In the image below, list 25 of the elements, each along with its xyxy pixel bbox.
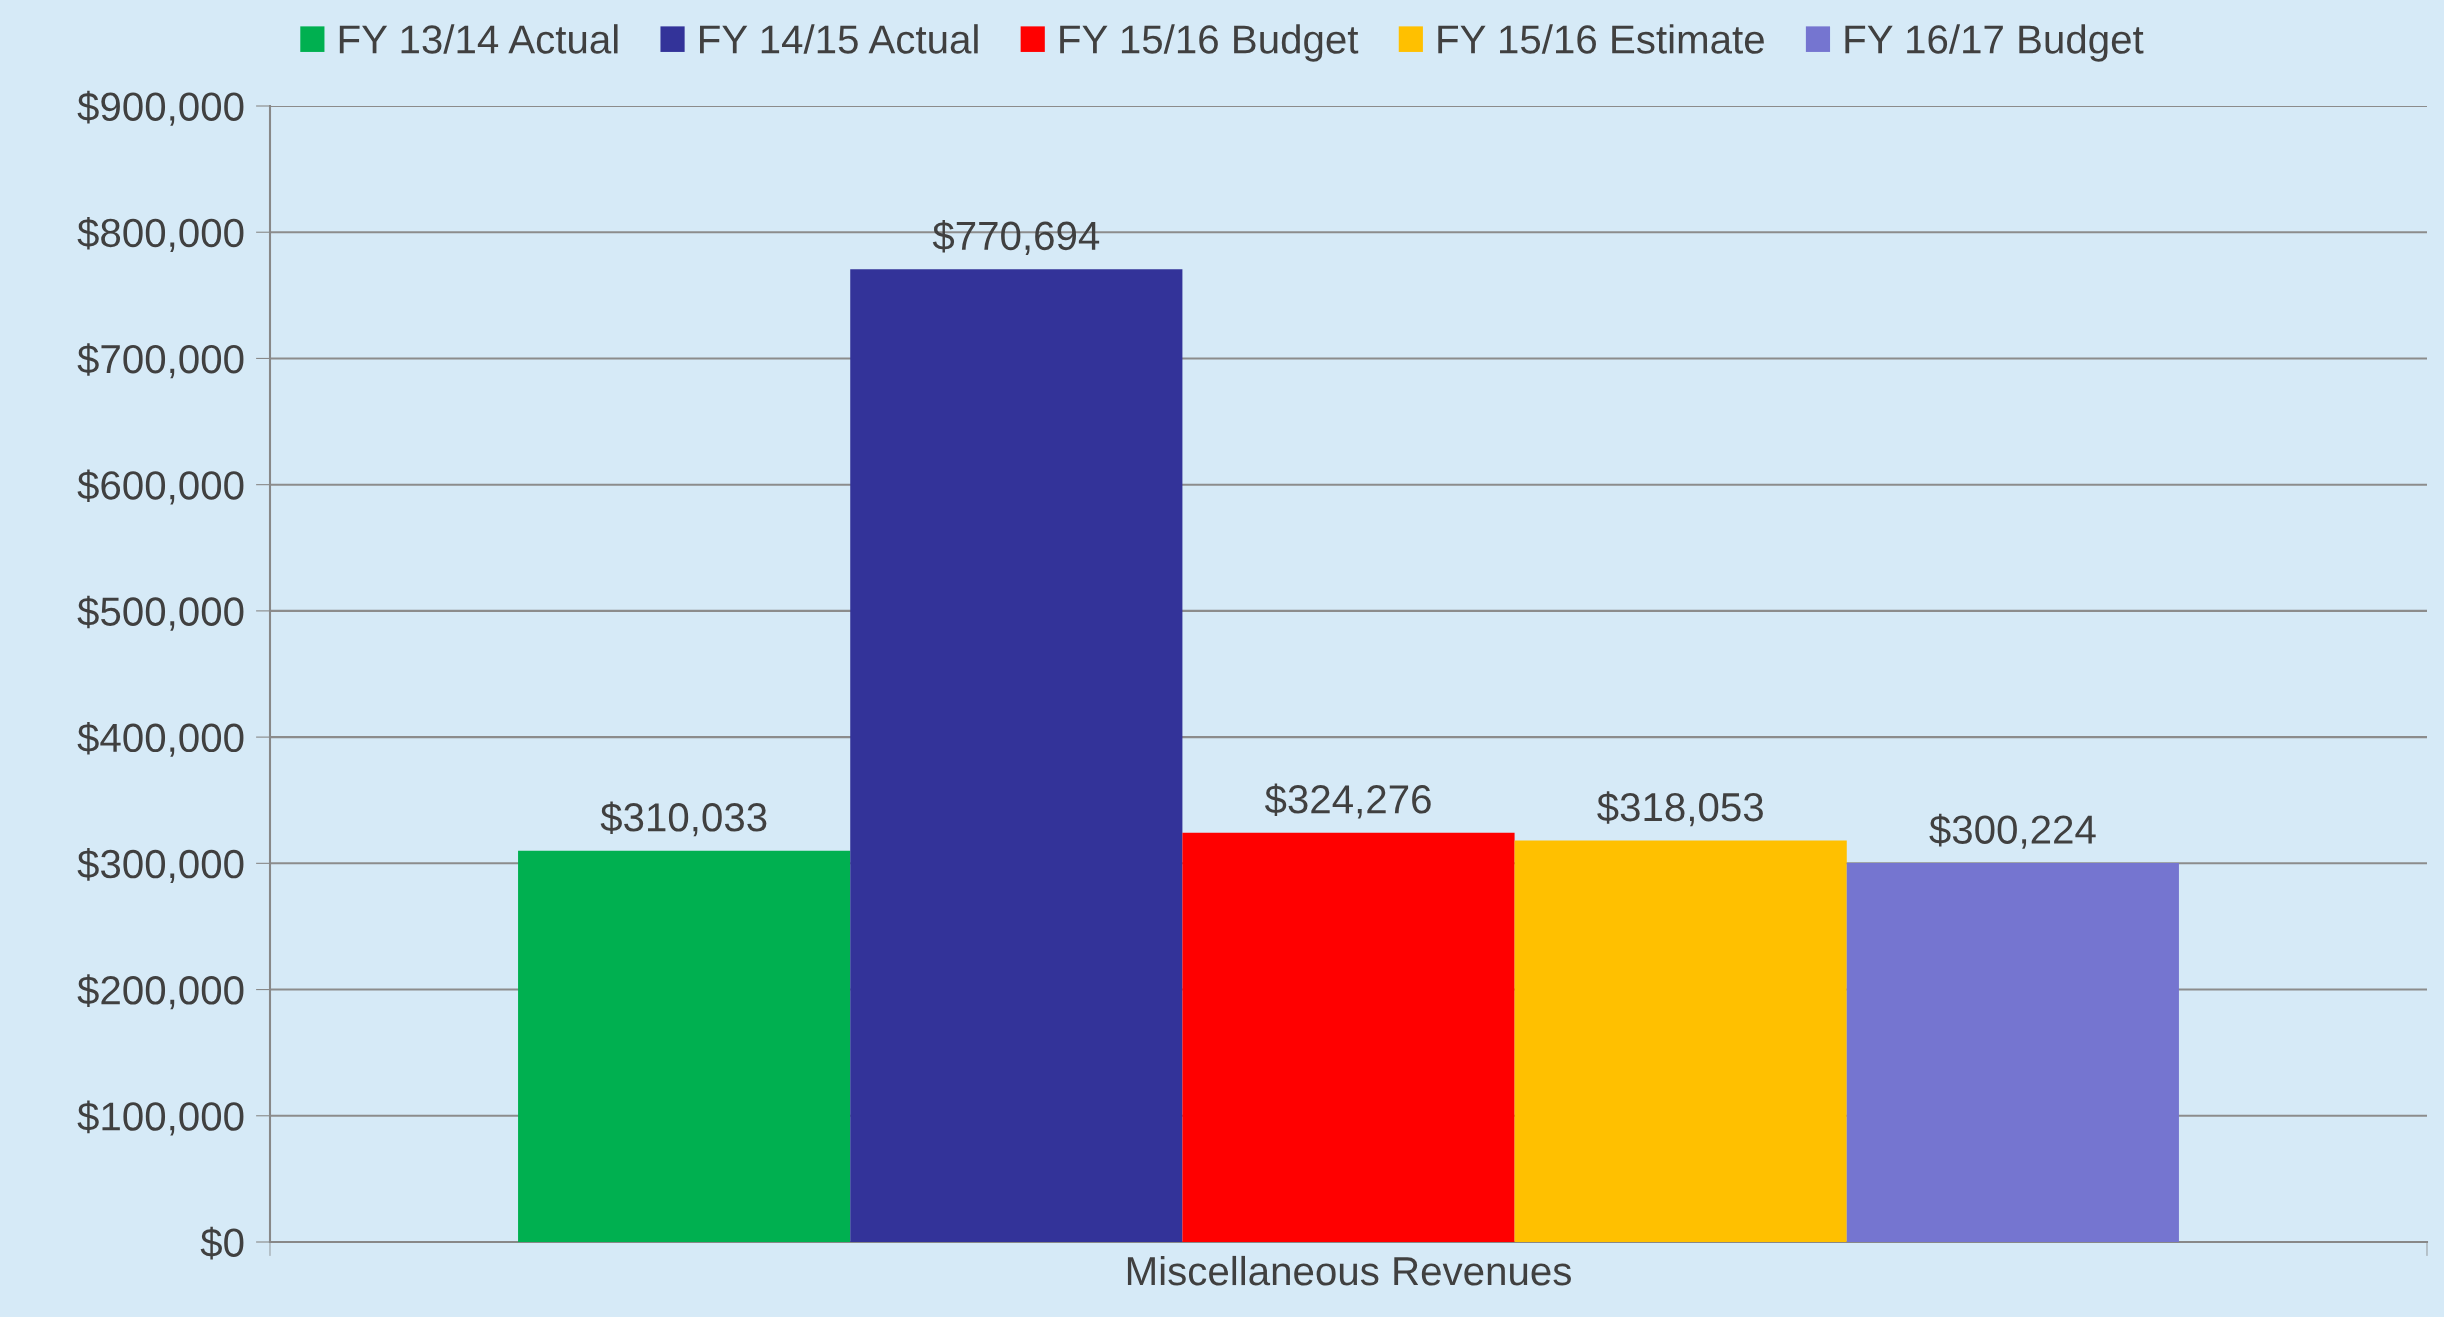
bar xyxy=(1182,832,1515,1242)
y-tick-label: $500,000 xyxy=(77,595,244,631)
legend-label: FY 14/15 Actual xyxy=(700,24,978,54)
y-tick-label: $700,000 xyxy=(77,343,244,379)
y-tick-label: $0 xyxy=(200,1226,244,1260)
data-label: $318,053 xyxy=(1597,791,1763,827)
y-tick-label: $600,000 xyxy=(77,469,244,505)
bar xyxy=(850,269,1183,1242)
y-tick-label: $900,000 xyxy=(77,90,244,126)
legend-label: FY 13/14 Actual xyxy=(339,24,618,54)
legend-label: FY 16/17 Budget xyxy=(1845,24,2144,62)
y-tick-label: $100,000 xyxy=(77,1100,244,1136)
data-label: $310,033 xyxy=(600,801,767,837)
data-label: $324,276 xyxy=(1264,783,1431,819)
bar xyxy=(1846,863,2179,1242)
y-tick-label: $300,000 xyxy=(77,848,244,884)
legend-label: FY 15/16 Estimate xyxy=(1438,24,1764,54)
bar xyxy=(518,850,851,1242)
legend-label: FY 15/16 Budget xyxy=(1060,24,1359,62)
y-tick-label: $800,000 xyxy=(77,217,244,252)
data-label: $300,224 xyxy=(1929,813,2096,849)
bar xyxy=(1514,840,1847,1242)
x-tick-label: Miscellaneous Revenues xyxy=(1127,1255,1571,1286)
y-tick-label: $400,000 xyxy=(77,721,244,757)
y-tick-label: $200,000 xyxy=(77,974,244,1010)
